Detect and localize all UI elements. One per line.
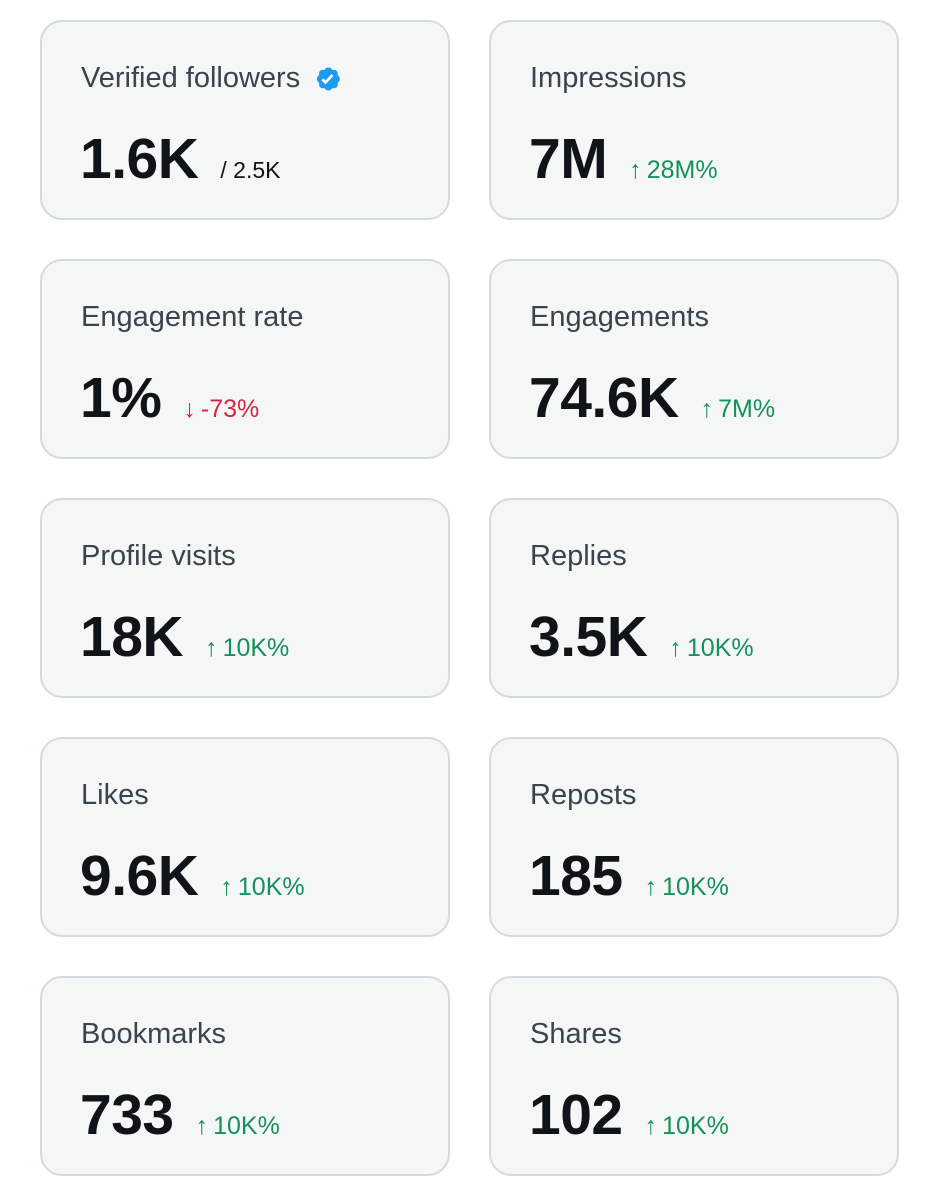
metric-card-profile-visits[interactable]: Profile visits 18K ↑ 10K% [40,498,450,698]
metric-title-label: Likes [81,779,149,811]
metric-value: 74.6K [529,366,679,430]
metric-delta: ↓ -73% [183,395,259,424]
arrow-up-icon: ↑ [669,634,682,662]
metric-card-replies[interactable]: Replies 3.5K ↑ 10K% [489,498,899,698]
metric-delta: ↑ 7M% [701,395,775,424]
metric-value: 9.6K [80,844,199,908]
metric-delta-value: 10K% [222,634,290,662]
metric-value: 1.6K [80,127,199,191]
arrow-up-icon: ↑ [205,634,218,662]
metric-card-engagements[interactable]: Engagements 74.6K ↑ 7M% [489,259,899,459]
metric-value: 3.5K [529,605,648,669]
metric-card-verified-followers[interactable]: Verified followers 1.6K / 2.5K [40,20,450,220]
metric-title-label: Impressions [530,62,687,94]
metric-value: 185 [529,844,623,908]
metric-value-row: 1% ↓ -73% [80,365,259,431]
metric-title-label: Engagement rate [81,301,304,333]
metric-title-label: Bookmarks [81,1018,227,1050]
metric-value-row: 74.6K ↑ 7M% [529,365,775,431]
metric-value-row: 9.6K ↑ 10K% [80,843,305,909]
metric-delta-value: 10K% [662,873,729,901]
metric-delta-value: 7M% [718,395,776,423]
metric-value-row: 102 ↑ 10K% [529,1082,729,1148]
metric-title: Profile visits [81,540,236,573]
arrow-up-icon: ↑ [700,395,714,423]
verified-badge-icon [317,67,341,90]
metric-card-bookmarks[interactable]: Bookmarks 733 ↑ 10K% [40,976,450,1176]
metric-value: 102 [529,1083,623,1147]
metric-title-label: Engagements [530,301,709,333]
arrow-up-icon: ↑ [195,1112,209,1140]
metric-title: Bookmarks [81,1018,226,1051]
metric-delta-value: 10K% [686,634,754,662]
metric-delta: ↑ 10K% [205,634,289,663]
metric-title: Likes [81,779,149,812]
metric-delta: ↑ 10K% [220,873,304,902]
metric-title: Shares [530,1018,622,1051]
metric-delta-value: 10K% [237,873,305,901]
metric-title: Engagements [530,301,709,334]
metric-value: 18K [80,605,184,669]
metric-delta: ↑ 10K% [645,873,729,902]
metric-card-reposts[interactable]: Reposts 185 ↑ 10K% [489,737,899,937]
metrics-grid: Verified followers 1.6K / 2.5K Impressio… [40,20,899,1176]
metric-value-row: 1.6K / 2.5K [80,126,281,192]
metric-card-likes[interactable]: Likes 9.6K ↑ 10K% [40,737,450,937]
metric-value-row: 3.5K ↑ 10K% [529,604,754,670]
metric-delta: ↑ 10K% [669,634,753,663]
metric-delta: ↑ 28M% [629,156,717,185]
metric-delta-value: -73% [200,395,260,423]
metric-value-row: 733 ↑ 10K% [80,1082,280,1148]
metric-total: / 2.5K [220,157,281,183]
metric-title-label: Reposts [530,779,637,811]
metric-title: Replies [530,540,627,573]
metric-value: 7M [529,127,608,191]
metric-value: 733 [80,1083,174,1147]
metric-value-row: 185 ↑ 10K% [529,843,729,909]
metric-title-label: Replies [530,540,627,572]
metric-title: Engagement rate [81,301,303,334]
arrow-up-icon: ↑ [644,1112,658,1140]
metric-delta: ↑ 10K% [645,1112,729,1141]
metric-delta-value: 10K% [213,1112,280,1140]
metric-value-row: 7M ↑ 28M% [529,126,718,192]
metric-delta-value: 28M% [646,156,718,184]
metric-title: Reposts [530,779,636,812]
metric-title-label: Profile visits [81,540,236,572]
metric-title: Verified followers [81,62,342,95]
arrow-up-icon: ↑ [629,156,642,184]
metric-value-row: 18K ↑ 10K% [80,604,289,670]
metric-title-label: Verified followers [81,62,301,94]
metric-card-engagement-rate[interactable]: Engagement rate 1% ↓ -73% [40,259,450,459]
metric-card-impressions[interactable]: Impressions 7M ↑ 28M% [489,20,899,220]
metric-delta: ↑ 10K% [196,1112,280,1141]
metric-delta-value: 10K% [662,1112,729,1140]
metric-title: Impressions [530,62,686,95]
arrow-down-icon: ↓ [183,395,196,423]
metric-card-shares[interactable]: Shares 102 ↑ 10K% [489,976,899,1176]
metric-title-label: Shares [530,1018,622,1050]
metric-value: 1% [80,366,162,430]
arrow-up-icon: ↑ [220,873,233,901]
arrow-up-icon: ↑ [644,873,658,901]
